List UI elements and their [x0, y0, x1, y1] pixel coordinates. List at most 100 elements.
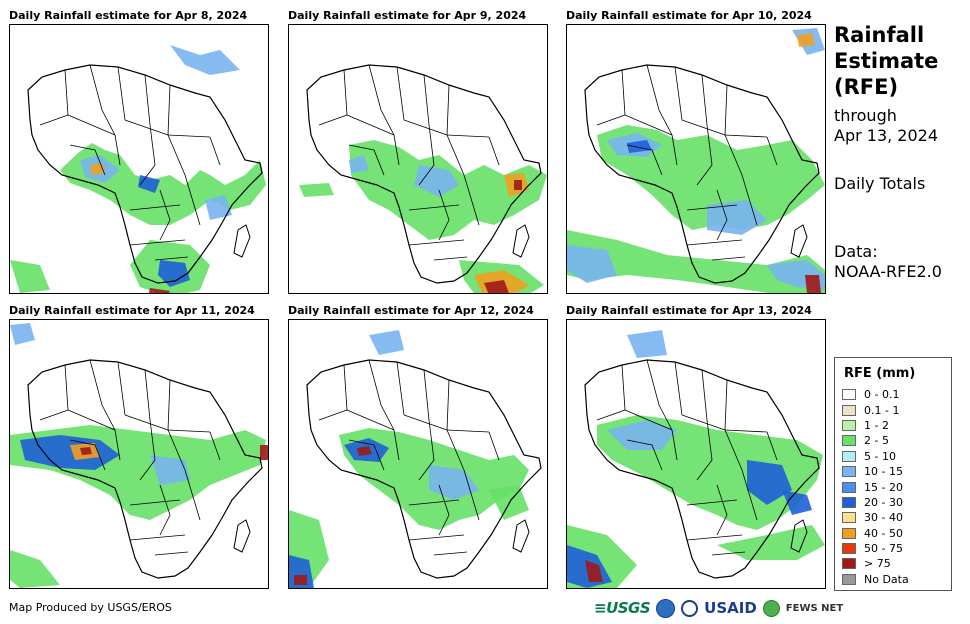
country-border: [741, 174, 758, 226]
madagascar-outline: [790, 224, 808, 258]
country-border: [696, 124, 713, 186]
fews-net-logo: FEWS NET: [785, 602, 844, 614]
country-border: [209, 431, 221, 461]
africa-coastline: [306, 359, 542, 579]
legend-swatch: [842, 466, 856, 478]
rainfall-area: [782, 490, 812, 515]
country-border: [64, 69, 69, 116]
country-border: [488, 136, 500, 166]
legend-item: 40 - 50: [842, 526, 951, 541]
legend-label: 50 - 75: [864, 542, 903, 556]
country-border: [209, 136, 221, 166]
country-border: [117, 361, 126, 416]
rainfall-area: [80, 447, 92, 455]
country-border: [167, 429, 186, 471]
through-date-value: Apr 13, 2024: [834, 126, 939, 145]
country-border: [348, 144, 385, 176]
country-border: [167, 379, 171, 431]
legend-item: 1 - 2: [842, 418, 951, 433]
country-border: [67, 114, 116, 136]
legend-swatch: [842, 543, 856, 555]
rainfall-map: [566, 319, 826, 589]
rainfall-map: [9, 319, 269, 589]
legend-label: 15 - 20: [864, 480, 903, 494]
country-border: [621, 364, 626, 411]
country-border: [159, 484, 171, 536]
madagascar-outline: [512, 224, 530, 258]
legend-item: 0.1 - 1: [842, 402, 951, 417]
country-border: [184, 469, 201, 521]
legend-item: 30 - 40: [842, 510, 951, 525]
madagascar-outline: [512, 519, 530, 553]
rainfall-area: [299, 183, 334, 197]
country-border: [696, 419, 713, 481]
rainfall-area: [747, 460, 792, 505]
rainfall-area: [148, 288, 170, 293]
country-border: [418, 419, 435, 481]
legend-swatch: [842, 435, 856, 447]
legend-label: 20 - 30: [864, 495, 903, 509]
country-border: [408, 534, 465, 541]
country-border: [724, 134, 743, 176]
country-border: [408, 499, 460, 506]
country-border: [318, 114, 348, 126]
country-border: [433, 551, 468, 556]
rainfall-area: [10, 323, 35, 345]
legend-label: 2 - 5: [864, 434, 889, 448]
rainfall-area: [567, 230, 825, 293]
rainfall-map: [288, 24, 548, 294]
legend-item: 5 - 10: [842, 449, 951, 464]
country-border: [114, 429, 121, 461]
rainfall-area: [514, 180, 522, 190]
country-border: [368, 64, 395, 136]
country-border: [144, 74, 151, 126]
country-border: [596, 114, 626, 126]
country-border: [124, 119, 169, 136]
rainfall-map: [566, 24, 826, 294]
legend-item: 0 - 0.1: [842, 387, 951, 402]
madagascar-outline: [790, 519, 808, 553]
legend-swatch: [842, 389, 856, 401]
country-border: [741, 469, 758, 521]
panel-title: Daily Rainfall estimate for Apr 11, 2024: [9, 304, 255, 317]
usaid-logo: USAID: [704, 599, 757, 617]
country-border: [318, 409, 348, 421]
country-border: [393, 134, 400, 166]
rainfall-area: [585, 560, 603, 582]
product-title: Rainfall Estimate (RFE): [834, 23, 939, 99]
country-border: [408, 239, 465, 246]
country-border: [671, 134, 678, 166]
rainfall-map: [9, 24, 269, 294]
country-border: [423, 74, 430, 126]
country-border: [343, 364, 348, 411]
country-border: [167, 429, 211, 433]
legend-item: 20 - 30: [842, 495, 951, 510]
country-border: [154, 551, 189, 556]
legend-swatch: [842, 558, 856, 570]
country-border: [626, 144, 663, 176]
country-border: [446, 134, 465, 176]
country-border: [446, 84, 450, 136]
country-border: [446, 379, 450, 431]
country-border: [766, 136, 778, 166]
country-border: [446, 429, 490, 433]
country-border: [89, 64, 116, 136]
country-border: [674, 66, 683, 121]
rainfall-area: [10, 260, 50, 293]
africa-coastline: [27, 64, 263, 284]
country-border: [724, 429, 768, 433]
country-border: [346, 114, 395, 136]
rainfall-area: [349, 155, 369, 173]
noaa-logo-icon: [656, 598, 676, 618]
country-border: [348, 439, 385, 471]
country-border: [167, 84, 171, 136]
country-border: [438, 484, 450, 536]
through-date: through Apr 13, 2024: [834, 106, 964, 146]
country-border: [438, 189, 450, 241]
country-border: [463, 174, 480, 226]
map-panel-apr-12: Daily Rainfall estimate for Apr 12, 2024: [288, 304, 548, 594]
country-border: [396, 66, 405, 121]
legend-item: 10 - 15: [842, 464, 951, 479]
country-border: [393, 429, 400, 461]
country-border: [403, 414, 448, 431]
